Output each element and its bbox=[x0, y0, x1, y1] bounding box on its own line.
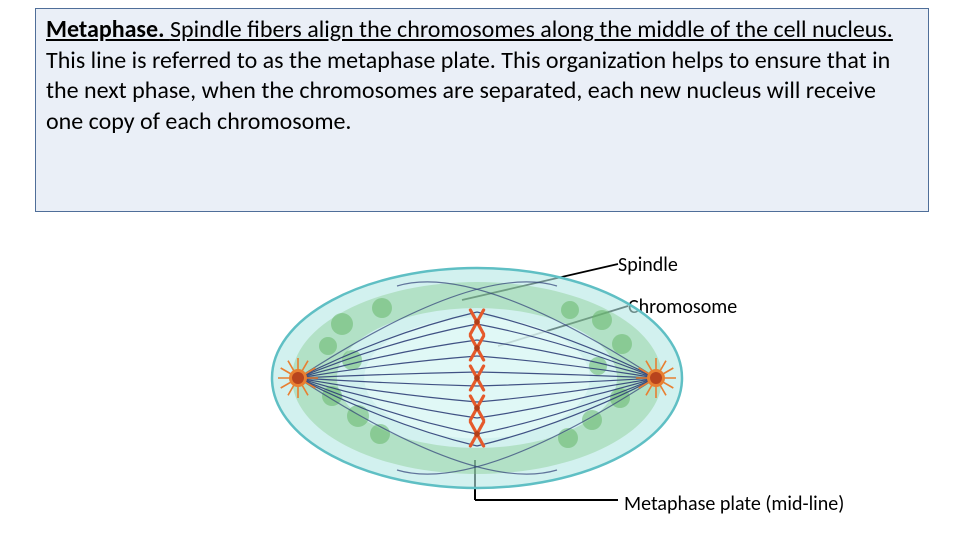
centromere bbox=[474, 345, 480, 351]
description-text: Metaphase. Spindle fibers align the chro… bbox=[46, 15, 893, 136]
cell-svg bbox=[262, 248, 692, 508]
centrosome-core bbox=[650, 372, 662, 384]
er-blob bbox=[372, 298, 392, 318]
er-blob bbox=[319, 337, 337, 355]
centromere bbox=[474, 319, 480, 325]
metaphase-diagram bbox=[262, 248, 692, 508]
er-blob bbox=[561, 301, 579, 319]
er-blob bbox=[589, 357, 607, 375]
body-run: This line is referred to as the metaphas… bbox=[46, 46, 890, 136]
title-run: Metaphase. bbox=[46, 15, 165, 44]
er-blob bbox=[347, 405, 369, 427]
description-box: Metaphase. Spindle fibers align the chro… bbox=[35, 8, 929, 212]
centrosome-core bbox=[292, 372, 304, 384]
centromere bbox=[474, 431, 480, 437]
centromere bbox=[474, 375, 480, 381]
definition-run: Spindle fibers align the chromosomes alo… bbox=[170, 15, 893, 44]
centromere bbox=[474, 405, 480, 411]
er-blob bbox=[558, 428, 578, 448]
er-blob bbox=[612, 334, 632, 354]
er-blob bbox=[592, 310, 612, 330]
slide: Metaphase. Spindle fibers align the chro… bbox=[0, 0, 960, 540]
er-blob bbox=[331, 313, 353, 335]
